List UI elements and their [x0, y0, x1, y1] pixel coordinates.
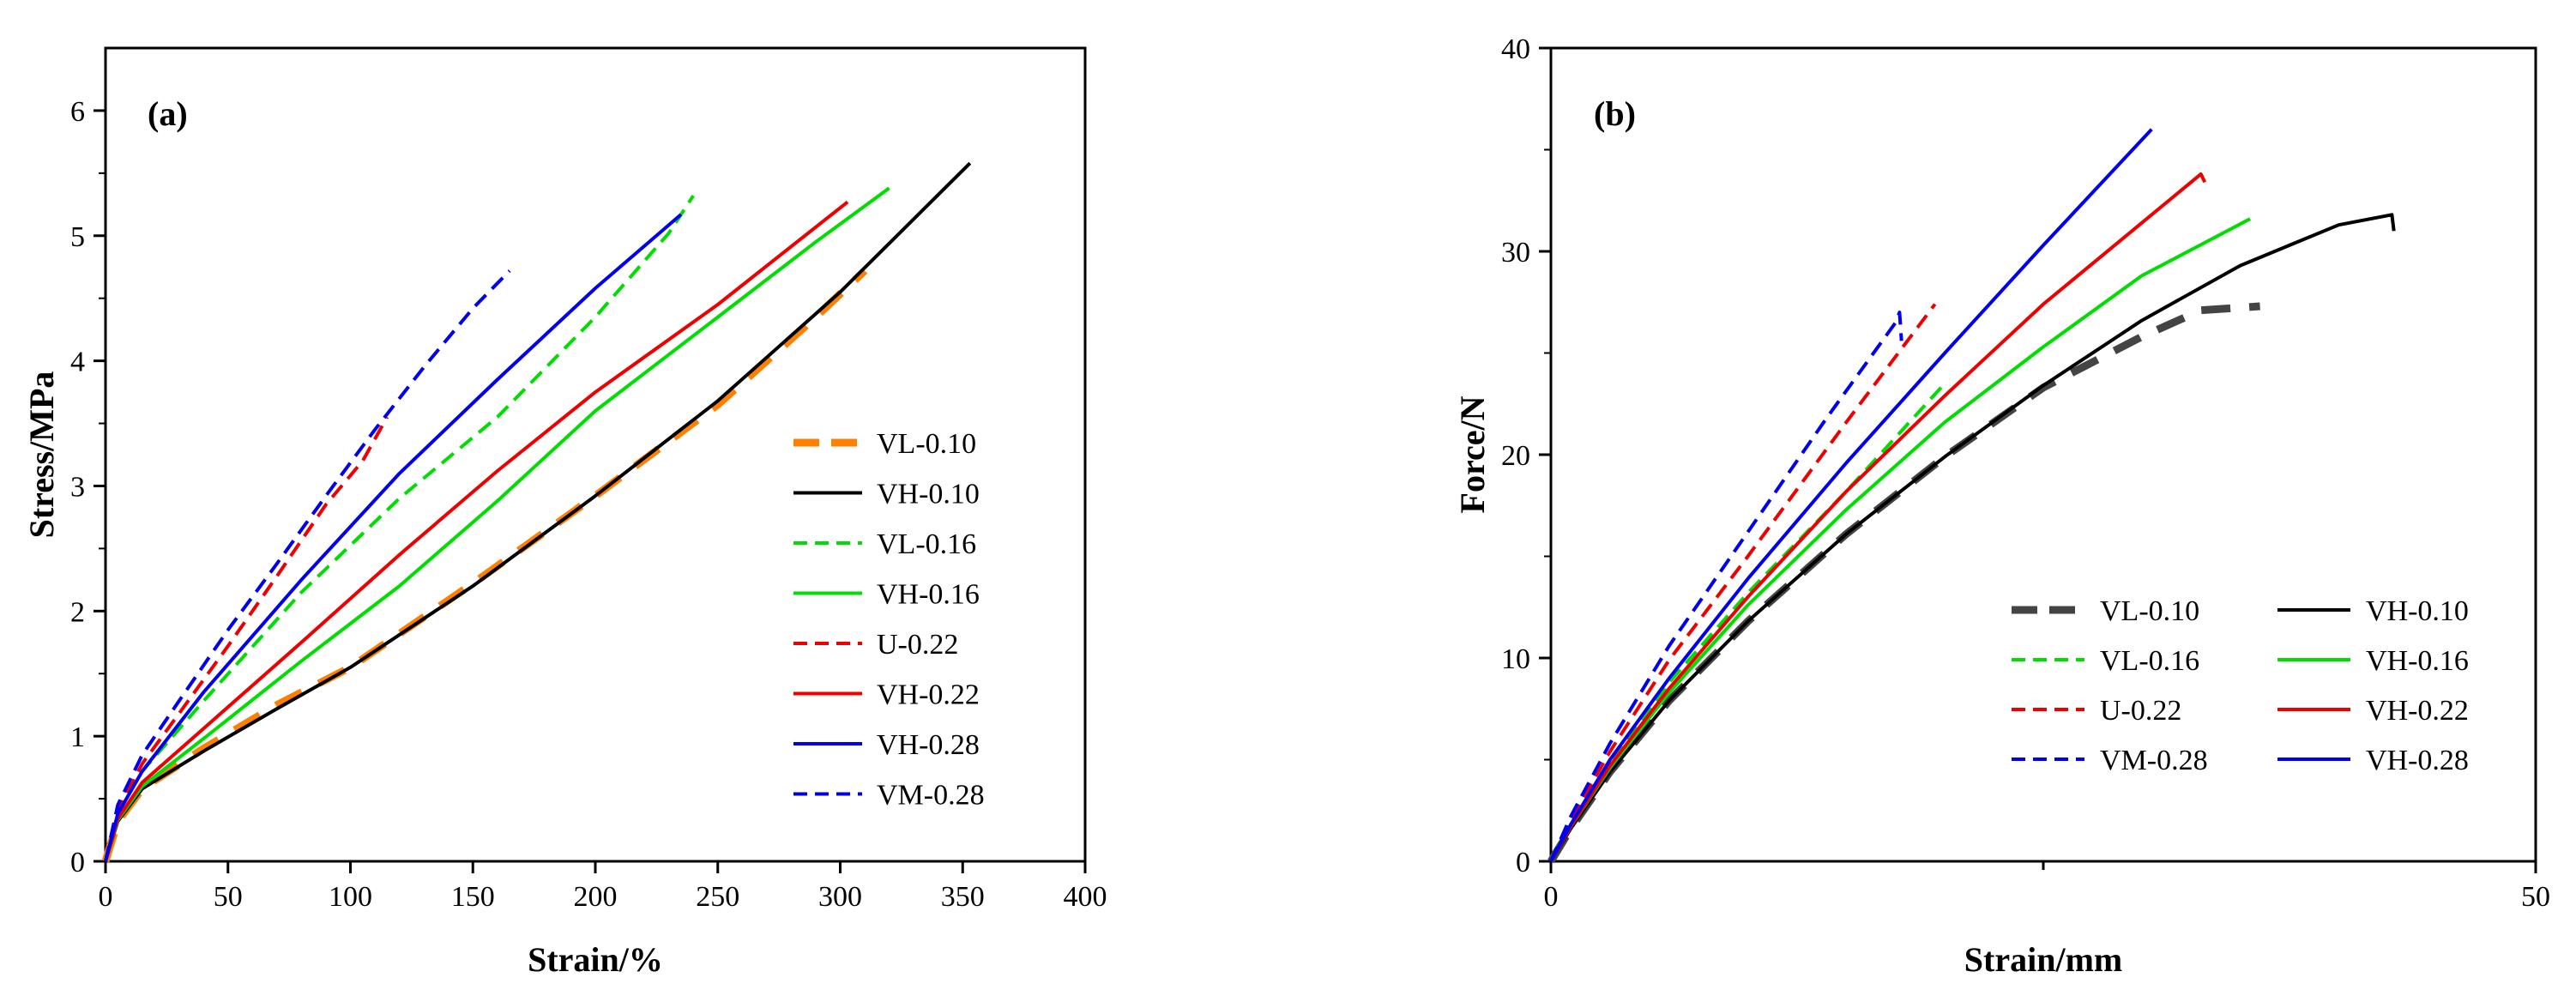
- panel-a-x-axis-title: Strain/%: [528, 940, 663, 979]
- panel-a-x-tick-label: 400: [1064, 881, 1107, 913]
- panel-b-y-axis-title: Force/N: [1453, 395, 1492, 513]
- panel-a-x-tick-label: 200: [574, 881, 618, 913]
- panel-b-legend-label-vl-0-16: VL-0.16: [2100, 645, 2199, 677]
- panel-a-y-tick-label: 6: [70, 96, 85, 128]
- panel-a-y-axis-title: Stress/MPa: [22, 371, 61, 539]
- panel-a-series-vh-0-16: [104, 186, 890, 862]
- panel-b-series-vh-0-28: [1549, 128, 2153, 862]
- panel-a-legend-label-vh-0-22: VH-0.22: [877, 679, 980, 711]
- panel-a-x-tick-label: 0: [99, 881, 113, 913]
- panel-a: 0 50 100 150 200 250 300 350 400 0 1 2 3 4 5 6 (a) Stra…: [22, 46, 1107, 979]
- panel-a-series-vh-0-10: [104, 161, 972, 862]
- panel-b-legend-label-vh-0-28: VH-0.28: [2366, 745, 2469, 776]
- panel-a-y-tick-label: 3: [70, 471, 85, 503]
- panel-b-y-tick-label: 10: [1501, 643, 1530, 675]
- panel-b-label: (b): [1594, 94, 1636, 133]
- panel-b: 0 50 0 10 20 30 40 (b) Strain/mm Force/N VL-0.…: [1453, 33, 2550, 979]
- panel-b-ticks: 0 50 0 10 20 30 40: [1501, 33, 2550, 913]
- panel-a-y-tick-label: 1: [70, 721, 85, 753]
- panel-a-legend-label-vl-0-10: VL-0.10: [877, 428, 976, 460]
- panel-a-label: (a): [148, 94, 188, 133]
- panel-b-legend-label-vh-0-22: VH-0.22: [2366, 695, 2469, 727]
- panel-a-y-tick-label: 0: [70, 847, 85, 878]
- panel-b-series-vh-0-22: [1549, 172, 2207, 862]
- panel-a-x-tick-label: 300: [818, 881, 862, 913]
- panel-a-y-tick-label: 2: [70, 596, 85, 628]
- panel-a-series-vm-0-28: [104, 269, 511, 862]
- panel-b-y-tick-label: 20: [1501, 440, 1530, 472]
- panel-b-y-tick-label: 30: [1501, 237, 1530, 269]
- panel-b-series-vh-0-10: [1549, 213, 2396, 863]
- panel-a-legend-label-vh-0-28: VH-0.28: [877, 729, 980, 761]
- panel-a-y-tick-label: 5: [70, 221, 85, 253]
- panel-a-legend: VL-0.10 VH-0.10 VL-0.16 VH-0.16 U-0.22 VH-0.2…: [793, 428, 985, 812]
- panel-a-series-u-0-22: [104, 416, 389, 862]
- panel-b-frame: [1549, 46, 2537, 863]
- panel-a-series: [101, 161, 972, 863]
- panel-b-series-vm-0-28: [1549, 311, 1903, 862]
- panel-a-x-tick-label: 350: [941, 881, 985, 913]
- panel-a-series-vh-0-22: [104, 200, 849, 862]
- panel-a-x-tick-label: 150: [451, 881, 495, 913]
- panel-a-x-tick-label: 100: [329, 881, 372, 913]
- panel-b-legend-label-vl-0-10: VL-0.10: [2100, 595, 2199, 627]
- panel-b-legend: VL-0.10 VH-0.10 VL-0.16 VH-0.16 U-0.22 VH-0.2…: [2012, 595, 2469, 776]
- panel-b-x-axis-title: Strain/mm: [1964, 940, 2122, 979]
- panel-a-y-tick-label: 4: [70, 347, 85, 378]
- panel-b-legend-label-vh-0-10: VH-0.10: [2366, 595, 2469, 627]
- panel-a-series-vl-0-10: [101, 268, 868, 863]
- panel-b-series-u-0-22: [1549, 303, 1937, 862]
- panel-a-x-tick-label: 50: [214, 881, 243, 913]
- panel-b-series-vl-0-10: [1547, 302, 2260, 864]
- panel-b-series: [1547, 128, 2396, 864]
- panel-b-legend-label-vm-0-28: VM-0.28: [2100, 745, 2208, 776]
- panel-a-legend-label-vh-0-16: VH-0.16: [877, 579, 980, 611]
- panel-a-legend-label-vl-0-16: VL-0.16: [877, 528, 976, 560]
- panel-a-series-vl-0-16: [104, 195, 695, 862]
- panel-b-y-tick-label: 0: [1516, 847, 1530, 878]
- panel-b-legend-label-u-0-22: U-0.22: [2100, 695, 2181, 727]
- panel-a-ticks: 0 50 100 150 200 250 300 350 400 0 1 2 3 4 5 6: [70, 96, 1107, 913]
- panel-b-x-tick-label: 0: [1544, 881, 1559, 913]
- panel-b-legend-label-vh-0-16: VH-0.16: [2366, 645, 2469, 677]
- panel-b-y-tick-label: 40: [1501, 33, 1530, 65]
- panel-a-legend-label-vh-0-10: VH-0.10: [877, 479, 980, 510]
- panel-b-x-tick-label: 50: [2521, 881, 2550, 913]
- panel-a-legend-label-vm-0-28: VM-0.28: [877, 780, 985, 812]
- panel-a-series-vh-0-28: [104, 213, 683, 862]
- panel-a-legend-label-u-0-22: U-0.22: [877, 629, 958, 661]
- panel-a-x-tick-label: 250: [696, 881, 739, 913]
